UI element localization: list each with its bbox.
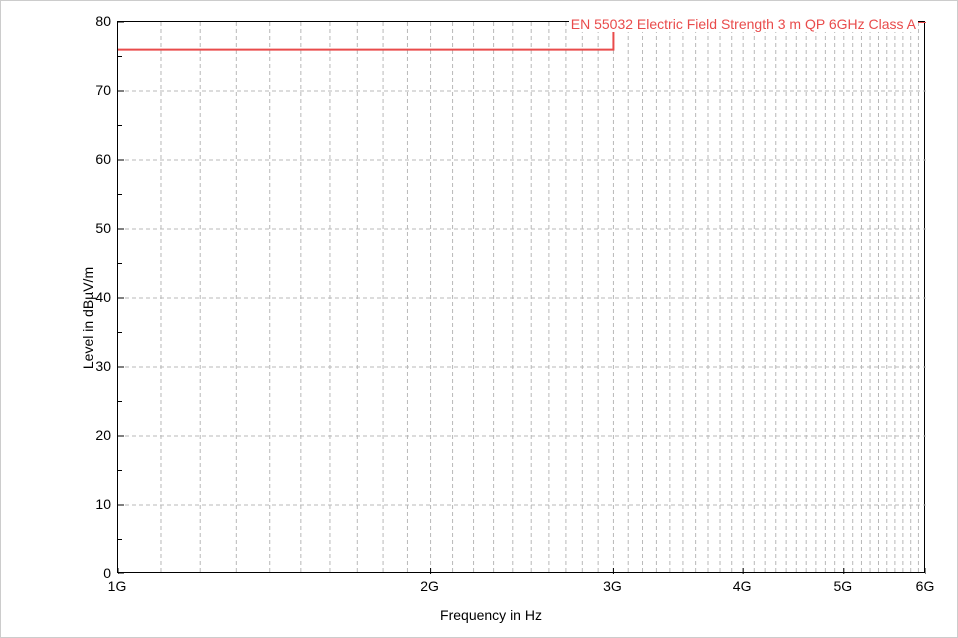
chart-frame: Level in dBµV/m Frequency in Hz EN 55032…: [0, 0, 958, 638]
y-tick-50: 50: [43, 220, 111, 236]
x-tick-3G: 3G: [603, 578, 622, 594]
plot-svg: [118, 22, 926, 574]
y-tick-80: 80: [43, 13, 111, 29]
x-tick-4G: 4G: [733, 578, 752, 594]
x-axis-label: Frequency in Hz: [440, 607, 542, 623]
y-tick-60: 60: [43, 151, 111, 167]
y-tick-70: 70: [43, 82, 111, 98]
x-tick-2G: 2G: [420, 578, 439, 594]
y-tick-40: 40: [43, 289, 111, 305]
y-tick-10: 10: [43, 496, 111, 512]
y-tick-20: 20: [43, 427, 111, 443]
x-tick-5G: 5G: [833, 578, 852, 594]
y-tick-30: 30: [43, 358, 111, 374]
y-tick-0: 0: [43, 565, 111, 581]
plot-area: EN 55032 Electric Field Strength 3 m QP …: [117, 21, 925, 573]
y-axis-label: Level in dBµV/m: [80, 267, 96, 369]
chart-container: Level in dBµV/m Frequency in Hz EN 55032…: [43, 13, 939, 623]
x-tick-1G: 1G: [108, 578, 127, 594]
legend-title: EN 55032 Electric Field Strength 3 m QP …: [569, 16, 918, 32]
x-tick-6G: 6G: [916, 578, 935, 594]
